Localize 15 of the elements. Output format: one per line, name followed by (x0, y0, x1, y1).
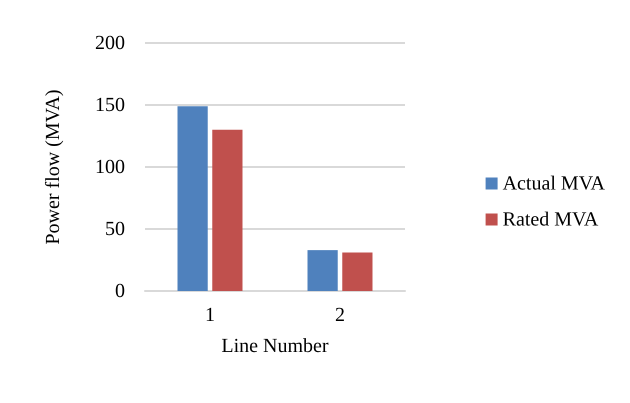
legend-label: Actual MVA (502, 172, 606, 194)
y-tick-label: 0 (115, 280, 125, 302)
y-tick-label: 150 (95, 94, 125, 116)
bar (178, 106, 208, 291)
x-tick-label: 1 (205, 304, 215, 326)
x-axis-title: Line Number (221, 335, 329, 357)
bar (212, 130, 242, 291)
bar (308, 250, 338, 291)
y-tick-label: 200 (95, 32, 125, 54)
legend-label: Rated MVA (502, 208, 599, 230)
x-tick-label: 2 (335, 304, 345, 326)
bar (342, 252, 372, 291)
y-tick-label: 50 (105, 218, 125, 240)
y-tick-label: 100 (95, 156, 125, 178)
y-axis-title: Power flow (MVA) (42, 89, 64, 245)
